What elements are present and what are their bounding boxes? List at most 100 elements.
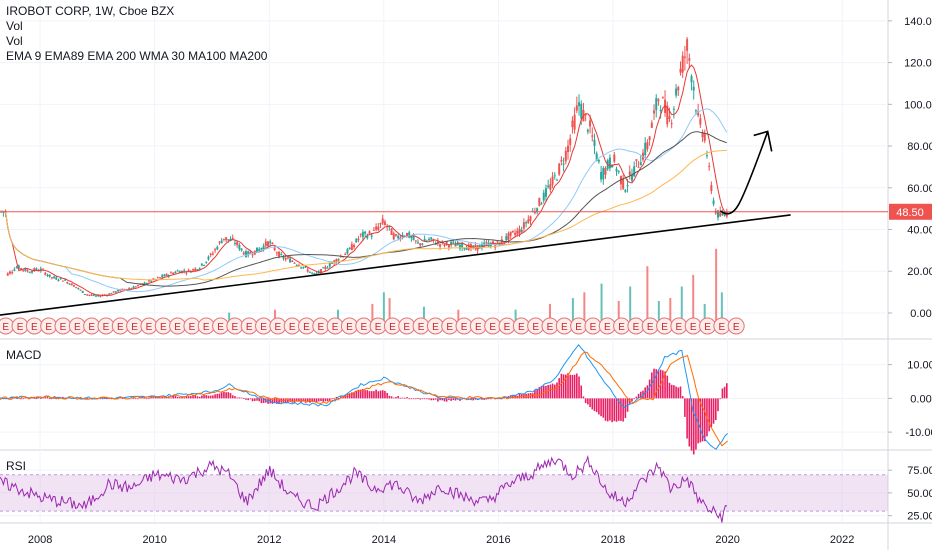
candle-body <box>719 211 722 217</box>
macd-histogram-bar <box>322 398 324 402</box>
candle-body <box>187 269 190 271</box>
macd-histogram-bar <box>238 397 241 399</box>
volume-bar <box>371 303 374 322</box>
candle-body <box>143 282 146 285</box>
macd-histogram-bar <box>276 398 278 404</box>
macd-histogram-bar <box>364 390 366 399</box>
macd-histogram-bar <box>351 392 353 399</box>
macd-histogram-bar <box>306 398 309 402</box>
candle-body <box>306 269 309 272</box>
macd-histogram-bar <box>690 398 693 451</box>
macd-histogram-bar <box>452 398 455 401</box>
candle-body <box>350 244 353 251</box>
macd-histogram-bar <box>648 379 651 399</box>
macd-histogram-bar <box>406 397 408 399</box>
macd-histogram-bar <box>708 398 710 432</box>
candle-body <box>626 185 629 187</box>
candle-body <box>311 272 314 274</box>
candle-body <box>600 171 603 180</box>
earnings-marker-label: E <box>117 322 124 333</box>
macd-histogram-bar <box>366 390 369 399</box>
macd-histogram-bar <box>375 389 377 399</box>
macd-histogram-bar <box>401 397 404 399</box>
macd-histogram-bar <box>604 398 607 421</box>
macd-histogram-bar <box>201 395 203 399</box>
candle-body <box>48 274 51 277</box>
candle-body <box>549 184 552 190</box>
macd-histogram-bar <box>613 398 616 422</box>
candle-body <box>465 247 468 250</box>
macd-histogram-bar <box>503 396 505 399</box>
macd-histogram-bar <box>721 388 724 399</box>
candle-body <box>675 88 678 96</box>
ema89-line <box>1 108 728 293</box>
macd-histogram-bar <box>653 368 655 399</box>
macd-histogram-bar <box>490 398 492 400</box>
candle-body <box>434 243 437 245</box>
macd-histogram-bar <box>234 396 236 399</box>
earnings-marker-label: E <box>575 322 582 333</box>
volume-indicator-2[interactable]: Vol <box>6 34 23 48</box>
volume-bar <box>548 303 551 322</box>
macd-histogram-bar <box>567 373 569 399</box>
macd-histogram-bar <box>355 390 358 399</box>
macd-histogram-bar <box>569 374 572 399</box>
candle-body <box>161 275 164 278</box>
macd-histogram-bar <box>595 398 598 413</box>
macd-histogram-bar <box>481 398 483 400</box>
candle-body <box>289 258 292 263</box>
rsi-title[interactable]: RSI <box>6 459 27 473</box>
earnings-marker-label: E <box>432 322 439 333</box>
earnings-marker-label: E <box>389 322 396 333</box>
candle-body <box>8 271 11 274</box>
x-tick-label: 2022 <box>830 534 854 546</box>
macd-histogram-bar <box>348 393 351 399</box>
earnings-marker-label: E <box>317 322 324 333</box>
candle-body <box>361 232 364 238</box>
candle-body <box>86 294 89 296</box>
candle-body <box>509 231 512 236</box>
macd-histogram-bar <box>141 396 144 399</box>
candle-body <box>668 116 671 120</box>
macd-histogram-bar <box>562 374 565 399</box>
macd-title[interactable]: MACD <box>6 348 42 362</box>
macd-histogram-bar <box>657 370 660 399</box>
macd-histogram-bar <box>362 389 364 399</box>
macd-histogram-bar <box>710 398 713 428</box>
candle-body <box>156 277 159 279</box>
macd-histogram-bar <box>170 397 172 399</box>
macd-histogram-bar <box>615 398 618 422</box>
volume-bar <box>703 303 706 322</box>
macd-histogram-bar <box>417 397 419 399</box>
macd-histogram-bar <box>624 398 627 419</box>
earnings-marker-label: E <box>647 322 654 333</box>
candle-body <box>683 56 686 58</box>
macd-histogram-bar <box>714 398 717 421</box>
moving-averages-indicator[interactable]: EMA 9 EMA89 EMA 200 WMA 30 MA100 MA200 <box>6 49 268 63</box>
candle-body <box>353 245 356 248</box>
candle-body <box>630 174 633 181</box>
macd-histogram-bar <box>179 397 181 399</box>
candle-body <box>520 229 523 233</box>
candle-body <box>686 39 689 51</box>
macd-histogram-bar <box>434 398 437 400</box>
macd-histogram-bar <box>287 398 289 403</box>
candle-body <box>723 214 726 216</box>
volume-bar <box>692 274 695 322</box>
macd-histogram-bar <box>602 398 605 418</box>
candle-body <box>68 283 71 285</box>
earnings-marker <box>727 317 745 335</box>
macd-histogram-bar <box>617 398 620 421</box>
candle-body <box>145 282 148 284</box>
candle-body <box>35 268 38 271</box>
macd-histogram-bar <box>212 395 214 399</box>
candle-body <box>692 86 695 91</box>
macd-histogram-bar <box>183 397 186 399</box>
macd-histogram-bar <box>260 398 263 404</box>
macd-histogram-bar <box>635 396 638 399</box>
candle-body <box>677 87 680 91</box>
volume-indicator-1[interactable]: Vol <box>6 19 23 33</box>
macd-histogram-bar <box>328 398 331 401</box>
macd-histogram-bar <box>262 398 265 404</box>
macd-histogram-bar <box>439 398 441 401</box>
